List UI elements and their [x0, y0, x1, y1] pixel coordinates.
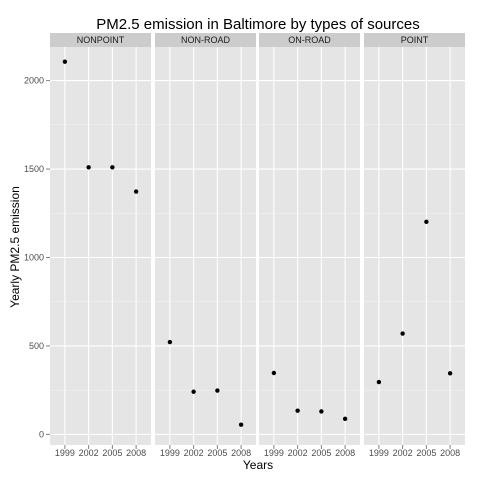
facet-panel: POINT 1999 2002 2005 2008	[364, 33, 465, 458]
facet-strip-label: POINT	[401, 35, 429, 45]
x-tick-label: 1999	[369, 448, 389, 458]
data-point	[342, 416, 348, 422]
facet-panel: NONPOINT 1999 2002 2005 2008	[50, 33, 151, 458]
x-tick-label: 2008	[126, 448, 146, 458]
x-tick-label: 2008	[440, 448, 460, 458]
x-tick-label: 2005	[207, 448, 227, 458]
data-point	[167, 339, 173, 345]
chart-title: PM2.5 emission in Baltimore by types of …	[96, 16, 419, 33]
data-point	[424, 219, 429, 224]
y-tick-label: 1500	[24, 164, 44, 174]
facet-strip	[364, 33, 465, 47]
facet-strip	[259, 33, 360, 47]
data-point	[400, 331, 405, 336]
data-point	[215, 388, 220, 393]
x-tick-label: 1999	[55, 448, 75, 458]
x-tick-label: 2002	[79, 448, 99, 458]
y-axis-ticks: 0 500 1000 1500 2000	[24, 76, 50, 439]
x-tick-label: 2002	[184, 448, 204, 458]
panel-background	[50, 47, 151, 445]
panel-background	[155, 47, 256, 445]
x-axis-title: Years	[243, 458, 273, 472]
facet-strip	[155, 33, 256, 47]
data-point	[133, 189, 139, 194]
x-tick-label: 2008	[335, 448, 355, 458]
data-point	[191, 389, 196, 394]
x-tick-label: 1999	[264, 448, 284, 458]
data-point	[238, 422, 244, 427]
x-tick-label: 2008	[231, 448, 251, 458]
panel-background	[259, 47, 360, 445]
panel-background	[364, 47, 465, 445]
facet-strip	[50, 33, 151, 47]
data-point	[86, 165, 91, 170]
x-tick-label: 2005	[102, 448, 122, 458]
data-point	[447, 371, 453, 376]
data-point	[110, 165, 115, 170]
y-tick-label: 1000	[24, 252, 44, 262]
data-point	[319, 409, 324, 414]
facet-strip-label: NONPOINT	[77, 35, 125, 45]
facet-strip-label: ON-ROAD	[288, 35, 331, 45]
facet-panel: NON-ROAD 1999 2002 2005 2008	[155, 33, 256, 458]
x-tick-label: 2002	[288, 448, 308, 458]
y-tick-label: 2000	[24, 76, 44, 86]
data-point	[62, 59, 68, 64]
facet-panel: ON-ROAD 1999 2002 2005 2008	[259, 33, 360, 458]
y-axis-title: Yearly PM2.5 emission	[8, 186, 22, 308]
data-point	[376, 379, 382, 385]
data-point	[295, 408, 300, 413]
x-tick-label: 2002	[393, 448, 413, 458]
y-tick-label: 500	[29, 341, 44, 351]
facet-strip-label: NON-ROAD	[181, 35, 230, 45]
y-tick-label: 0	[39, 429, 44, 439]
x-tick-label: 1999	[160, 448, 180, 458]
data-point	[271, 370, 277, 376]
x-tick-label: 2005	[416, 448, 436, 458]
x-tick-label: 2005	[311, 448, 331, 458]
